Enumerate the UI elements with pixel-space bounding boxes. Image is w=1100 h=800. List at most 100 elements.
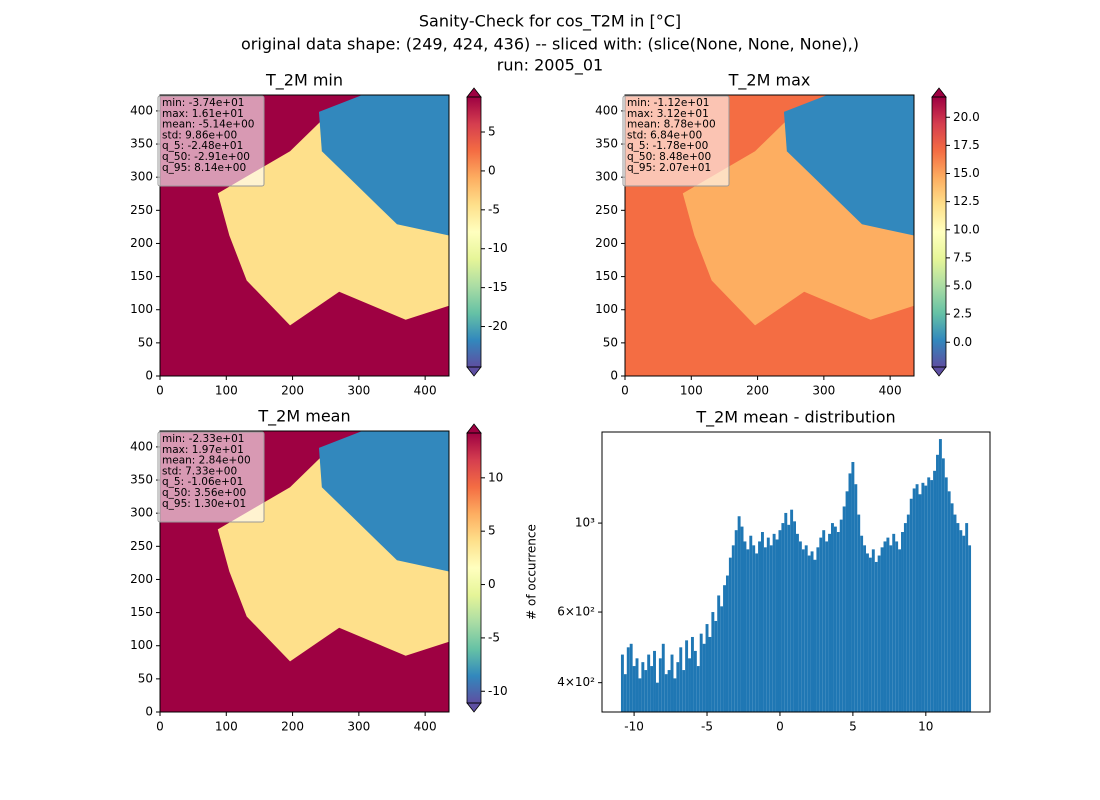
bar [828,533,832,712]
bar [720,606,724,712]
colorbar-tick-label: 2.5 [953,307,972,321]
bar [883,541,887,712]
y-tick-label: 0 [145,705,153,719]
bar [658,658,662,712]
colorbar-tick-label: -5 [488,630,500,644]
y-tick-label: 100 [130,638,153,652]
axes-frame [624,94,915,377]
bar [936,454,939,712]
bar [711,612,715,712]
bar [725,575,729,712]
y-tick-label: 300 [595,170,618,184]
colorbar-extend-bottom [466,366,482,377]
bar [714,620,718,712]
bar [670,654,674,712]
map-cold-region [318,431,449,572]
bar [950,503,954,712]
x-tick-label: 400 [879,384,902,398]
colorbar-tick-label: 5.0 [953,279,972,293]
colorbar [467,433,481,703]
bar [629,643,633,712]
stats-line: q_50: -2.91e+00 [162,151,250,163]
bar [868,557,872,712]
stats-line: min: -1.12e+01 [627,97,709,109]
stats-line: mean: 2.84e+00 [162,455,251,467]
y-tick-label: 150 [130,269,153,283]
stats-line: std: 9.86e+00 [162,129,237,141]
axes-frame [159,430,450,713]
y-tick-label: 200 [595,236,618,250]
stats-line: q_5: -1.06e+01 [162,476,243,488]
bar [804,545,808,712]
bar [734,530,738,712]
bar [947,491,951,712]
bar [696,666,700,712]
colorbar-tick-label: -20 [488,319,508,333]
bar [647,654,651,712]
bar [921,482,925,712]
y-tick-label: 150 [595,269,618,283]
bar [717,595,721,712]
bar [755,553,759,712]
bar [906,514,910,712]
stats-line: min: -3.74e+01 [162,97,244,109]
colorbar-tick-label: 12.5 [953,194,980,208]
colorbar-extend-top [466,423,482,434]
y-tick-label: 10³ [575,516,595,530]
stats-line: q_5: -1.78e+00 [627,140,708,152]
bar [790,509,794,712]
stats-line: max: 1.61e+01 [162,108,244,120]
bar [632,666,636,712]
y-tick-label: 0 [145,369,153,383]
bar [831,523,834,712]
bar [708,636,712,712]
axes-title: T_2M max [728,71,811,91]
bar [793,521,796,712]
x-tick-label: 0 [156,720,164,734]
bar [892,533,896,712]
y-tick-label: 400 [595,103,618,117]
bar [933,470,937,712]
stats-line: q_5: -2.48e+01 [162,140,243,152]
x-tick-label: 5 [849,720,857,734]
colorbar-tick-label: -10 [488,241,508,255]
x-tick-label: 400 [414,720,437,734]
stats-line: q_95: 8.14e+00 [162,162,246,174]
y-tick-label: 4×10² [557,675,595,689]
stats-line: mean: -5.14e+00 [162,119,254,131]
bar [930,480,934,712]
x-tick-label: 400 [414,384,437,398]
y-tick-label: 300 [130,506,153,520]
bar [886,537,890,712]
y-axis-label: # of occurrence [525,524,539,620]
bar [787,524,791,712]
bar [740,526,744,712]
bar [635,658,639,712]
bars [620,439,972,712]
bar [728,557,732,712]
bar [877,555,881,712]
x-tick-label: -10 [624,720,644,734]
bar [763,547,767,712]
bar [924,485,928,712]
map-cold-region [783,95,914,236]
stats-line: max: 1.97e+01 [162,444,244,456]
bar [620,654,624,712]
colorbar-tick-label: -5 [488,202,500,216]
bar [796,533,799,712]
colorbar-tick-label: 5 [488,125,496,139]
bar [968,545,972,712]
colorbar-tick-label: 0.0 [953,335,972,349]
y-tick-label: 300 [130,170,153,184]
y-tick-label: 100 [595,302,618,316]
bar [655,682,659,712]
bar [723,585,726,712]
bar [944,477,948,712]
y-tick-label: 400 [130,103,153,117]
y-tick-label: 250 [130,539,153,553]
bar [962,535,966,712]
map-cold-region [318,95,449,236]
stats-line: q_95: 2.07e+01 [627,162,711,174]
bar [965,523,969,712]
